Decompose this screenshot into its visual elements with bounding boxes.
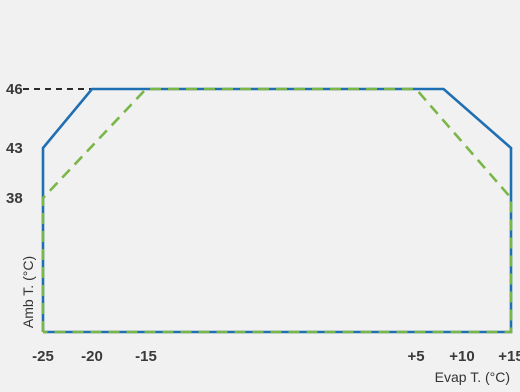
x-tick-label: +10 <box>449 348 474 365</box>
x-tick-label: -20 <box>81 348 103 365</box>
series-2-line <box>41 87 513 334</box>
y-axis-label: Amb T. (°C) <box>20 256 36 328</box>
y-tick-labels: 46 43 38 <box>6 81 23 207</box>
y-tick-label: 46 <box>6 81 23 98</box>
y-tick-label: 43 <box>6 140 23 157</box>
x-axis-label: Evap T. (°C) <box>435 369 510 385</box>
x-tick-label: +5 <box>407 348 424 365</box>
series-layer <box>41 87 513 334</box>
x-tick-label: -25 <box>32 348 54 365</box>
x-tick-label: +15 <box>498 348 520 365</box>
y-tick-label: 38 <box>6 190 23 207</box>
x-tick-labels: -25 -20 -15 +5 +10 +15 <box>32 348 520 365</box>
x-tick-label: -15 <box>135 348 157 365</box>
